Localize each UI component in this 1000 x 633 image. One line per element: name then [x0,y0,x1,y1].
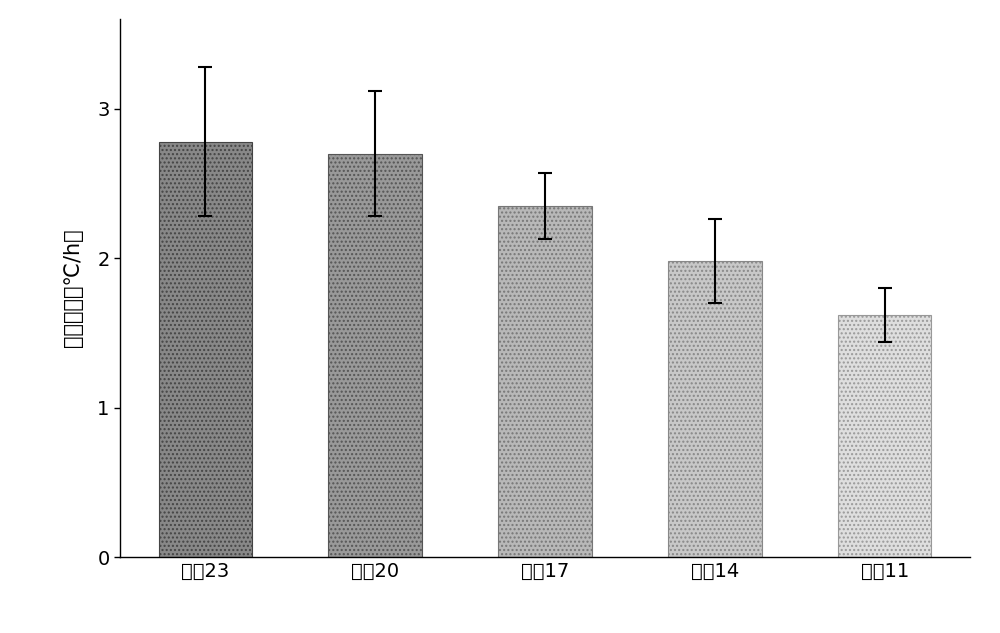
Bar [328,154,422,557]
Y-axis label: 降温速率（℃/h）: 降温速率（℃/h） [63,229,83,348]
Bar [668,261,762,557]
Bar [498,206,592,557]
Bar [159,142,252,557]
Bar [838,315,931,557]
